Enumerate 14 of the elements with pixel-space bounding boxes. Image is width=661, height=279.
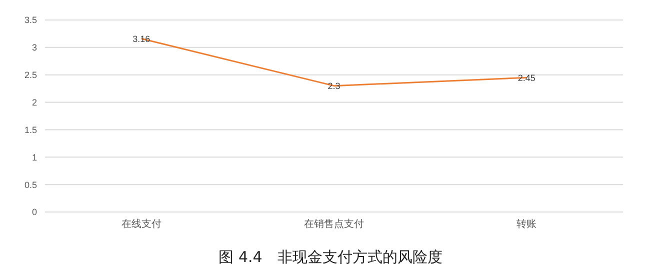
data-label: 2.45 bbox=[518, 72, 536, 83]
y-tick-label: 2.5 bbox=[24, 70, 37, 80]
x-tick-label: 在线支付 bbox=[121, 218, 162, 230]
y-tick-label: 1 bbox=[32, 152, 37, 162]
x-tick-label: 在销售点支付 bbox=[304, 218, 364, 230]
y-tick-label: 0 bbox=[32, 207, 37, 218]
data-label: 3.16 bbox=[132, 34, 150, 44]
x-tick-label: 转账 bbox=[516, 218, 537, 230]
y-tick-label: 2 bbox=[32, 97, 37, 108]
y-tick-label: 1.5 bbox=[24, 124, 37, 135]
text: 图 4.4 非现金支付方式的风险度 bbox=[218, 248, 444, 267]
y-tick-label: 0.5 bbox=[24, 180, 37, 190]
y-tick-label: 3 bbox=[32, 42, 37, 53]
y-tick-label: 3.5 bbox=[24, 15, 37, 26]
